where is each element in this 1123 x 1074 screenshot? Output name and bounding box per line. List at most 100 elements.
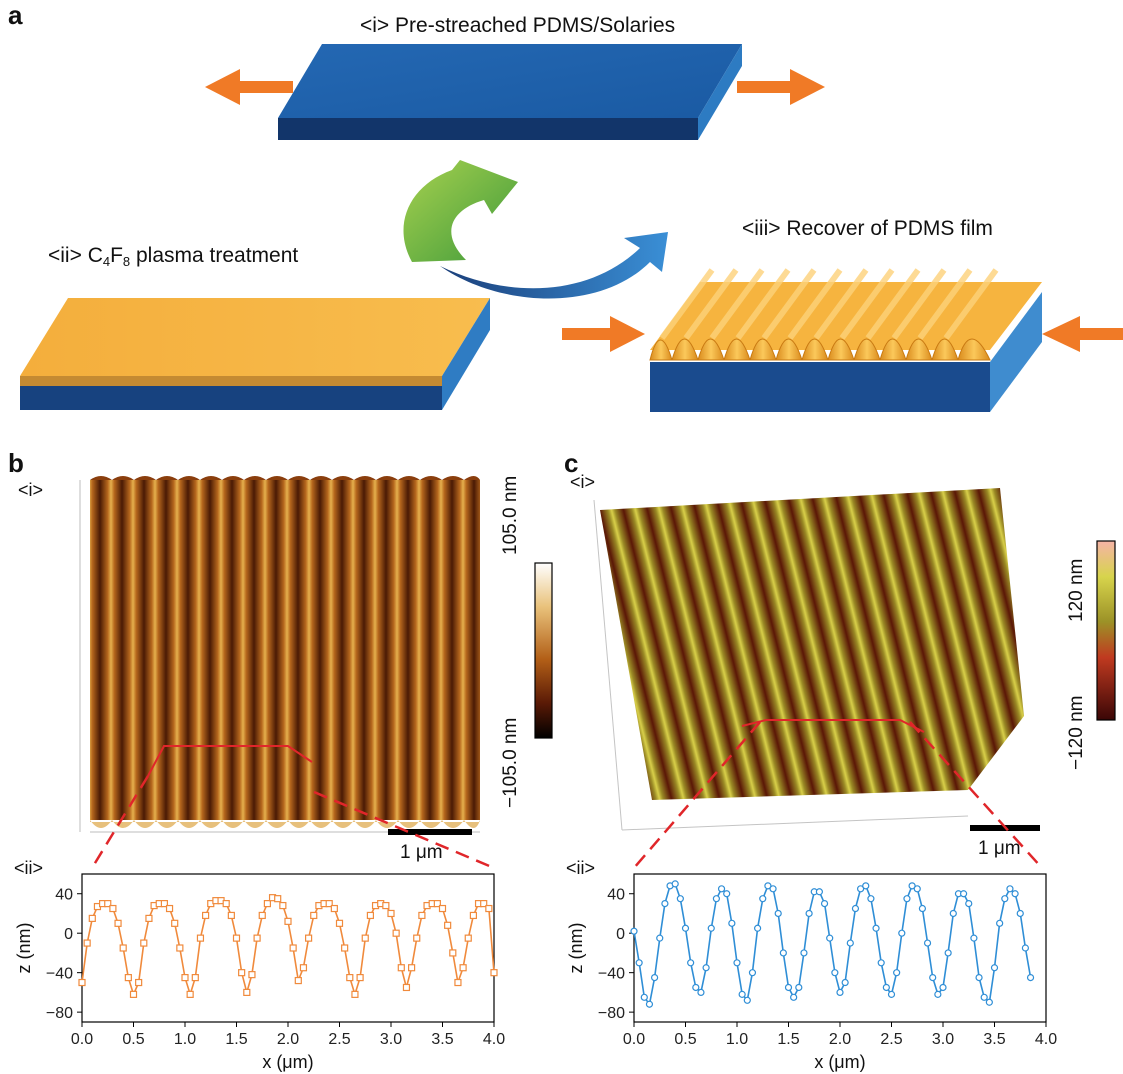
cycle-arrow-green-icon <box>403 160 518 262</box>
data-point <box>692 983 700 992</box>
data-point <box>918 904 926 913</box>
data-point <box>985 998 993 1006</box>
data-point <box>191 973 199 982</box>
data-point <box>227 911 235 920</box>
data-point <box>939 983 947 992</box>
cycle-arrow-blue-icon <box>440 232 668 299</box>
x-tick-label: 2.0 <box>829 1031 851 1048</box>
data-point <box>202 911 210 920</box>
x-tick-label: 3.5 <box>983 1031 1005 1048</box>
y-tick-label: 40 <box>55 887 73 904</box>
compress-arrow-left-icon <box>562 316 645 352</box>
data-point <box>248 971 256 979</box>
data-point <box>310 911 318 920</box>
data-point <box>826 934 834 942</box>
panel-c-letter: c <box>564 448 579 478</box>
data-point <box>145 914 153 923</box>
data-point <box>934 990 942 998</box>
x-tick-label: 1.0 <box>726 1031 748 1048</box>
y-tick-label: −80 <box>598 1005 625 1022</box>
data-point <box>366 911 374 920</box>
data-point <box>135 978 143 987</box>
data-point <box>754 924 762 932</box>
x-tick-label: 0.0 <box>71 1031 93 1048</box>
data-point <box>490 969 498 977</box>
data-point <box>88 914 96 923</box>
recovered-wrinkled-slab <box>649 268 1042 412</box>
data-point <box>723 890 731 898</box>
data-point <box>717 885 726 893</box>
data-point <box>238 969 246 977</box>
step-1-caption: <i> Pre-streached PDMS/Solaries <box>360 14 676 37</box>
data-point <box>779 949 787 957</box>
data-point <box>645 1000 654 1008</box>
data-point <box>222 899 230 908</box>
data-point <box>181 973 189 982</box>
data-point <box>160 899 168 908</box>
data-point <box>805 909 813 918</box>
data-point <box>325 899 333 908</box>
data-point <box>728 919 736 927</box>
data-point <box>903 895 911 903</box>
data-point <box>408 964 416 972</box>
data-point <box>980 993 988 1001</box>
x-tick-label: 0.0 <box>623 1031 645 1048</box>
colorbar-c-max-label: 120 nm <box>1066 558 1087 622</box>
x-tick-label: 0.5 <box>674 1031 696 1048</box>
data-point <box>469 911 477 920</box>
data-point <box>186 990 194 998</box>
data-point <box>392 929 400 937</box>
x-tick-label: 3.0 <box>380 1031 402 1048</box>
x-tick-label: 2.5 <box>880 1031 902 1048</box>
y-tick-label: −40 <box>598 966 625 983</box>
data-point <box>464 934 472 942</box>
schematic-diagram <box>20 44 1123 412</box>
x-tick-label: 3.0 <box>932 1031 954 1048</box>
x-tick-label: 2.0 <box>277 1031 299 1048</box>
panel-c-profile-tag: <ii> <box>566 858 596 878</box>
x-tick-label: 0.5 <box>122 1031 144 1048</box>
data-point <box>253 934 261 942</box>
zoom-lines-c <box>633 721 1043 869</box>
data-point <box>712 895 720 903</box>
data-point <box>923 939 932 947</box>
data-point <box>790 993 798 1001</box>
data-point <box>640 993 648 1001</box>
data-point <box>433 899 441 908</box>
data-point <box>402 983 411 992</box>
data-point <box>898 929 906 937</box>
data-point <box>165 904 174 913</box>
data-point <box>124 973 132 982</box>
data-point <box>449 949 457 957</box>
data-point <box>299 964 308 972</box>
data-point <box>630 927 638 935</box>
data-point <box>851 904 860 913</box>
data-point <box>171 919 179 927</box>
colorbar-b-min-label: −105.0 nm <box>500 717 521 808</box>
y-tick-label: 0 <box>616 926 625 943</box>
data-point <box>382 901 390 910</box>
data-point <box>733 959 741 967</box>
data-point <box>944 949 952 957</box>
zoom-lines-b <box>90 775 495 870</box>
data-point <box>831 969 839 977</box>
data-point <box>656 934 664 942</box>
data-point <box>196 934 205 942</box>
data-point <box>351 990 359 998</box>
data-point <box>119 944 127 952</box>
data-point <box>1011 890 1019 898</box>
data-point <box>697 988 705 996</box>
data-point <box>671 880 679 888</box>
step-3-caption: <iii> Recover of PDMS film <box>742 217 993 240</box>
step-2-caption: <ii> C4F8 plasma treatment <box>48 244 299 269</box>
x-tick-label: 1.0 <box>174 1031 196 1048</box>
colorbar-b-max-label: 105.0 nm <box>500 475 521 555</box>
data-point <box>743 996 751 1004</box>
data-point <box>857 885 865 893</box>
data-point <box>707 924 715 932</box>
data-point <box>887 990 896 998</box>
data-point <box>846 939 854 947</box>
data-point <box>996 919 1004 927</box>
data-point <box>387 909 395 918</box>
panel-b-letter: b <box>8 448 24 478</box>
